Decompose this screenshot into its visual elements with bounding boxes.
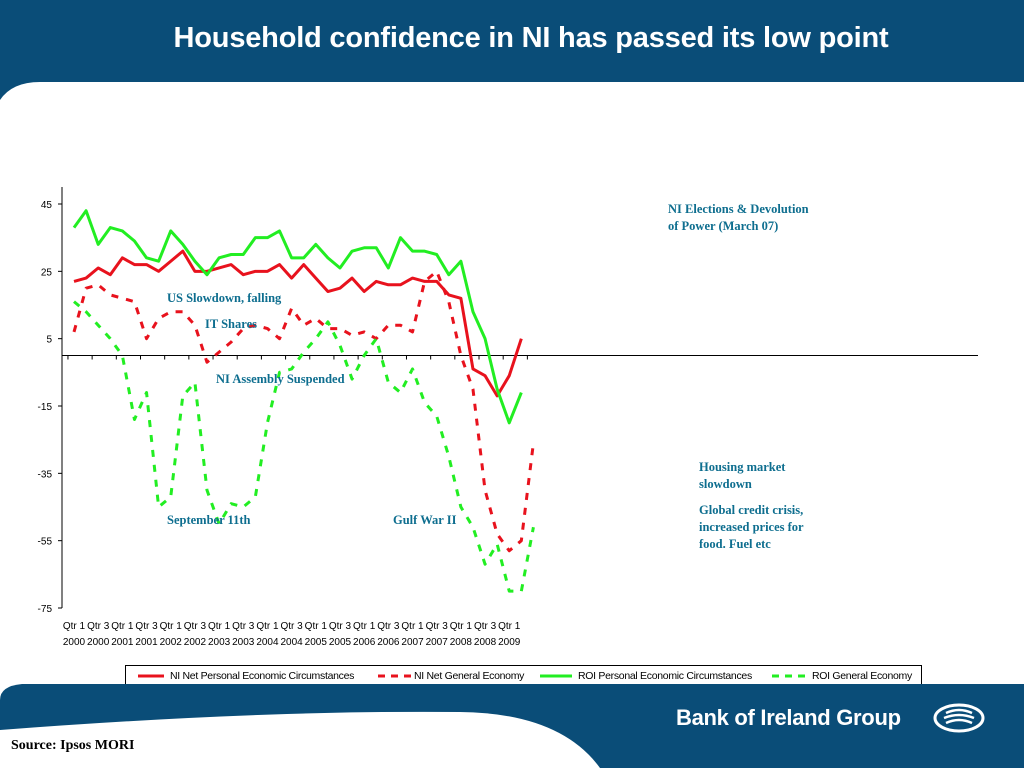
x-tick-label: Qtr 3	[135, 621, 158, 632]
annotation-september-11: September 11th	[167, 512, 250, 529]
x-tick-label: 2003	[208, 637, 231, 648]
y-tick-label: -35	[38, 469, 53, 480]
series-line-3	[73, 300, 535, 593]
x-tick-label: Qtr 1	[160, 621, 183, 632]
source-note: Source: Ipsos MORI	[11, 738, 135, 753]
annotation-line: September 11th	[167, 513, 251, 527]
x-tick-label: 2001	[111, 637, 134, 648]
annotation-line: increased prices for	[699, 520, 804, 534]
x-tick-label: Qtr 3	[184, 621, 207, 632]
x-tick-label: 2002	[160, 637, 183, 648]
x-tick-label: Qtr 3	[232, 621, 255, 632]
y-tick-label: -75	[38, 604, 53, 615]
annotation-gulf-war: Gulf War II	[393, 512, 456, 529]
x-tick-label: 2004	[256, 637, 279, 648]
x-tick-label: 2007	[426, 637, 449, 648]
annotation-credit-crisis: Global credit crisis, increased prices f…	[699, 502, 804, 553]
legend-label: ROI General Economy	[812, 670, 912, 682]
legend-item: NI Net General Economy	[378, 666, 538, 686]
annotation-line: IT Shares	[205, 317, 257, 331]
x-tick-label: Qtr 3	[329, 621, 352, 632]
annotation-line: slowdown	[699, 477, 752, 491]
x-tick-label: 2006	[377, 637, 400, 648]
x-tick-label: 2000	[63, 637, 86, 648]
x-tick-label: Qtr 3	[281, 621, 304, 632]
x-tick-label: Qtr 3	[426, 621, 449, 632]
legend-swatch-solid-green	[540, 674, 572, 678]
annotation-line: NI Elections & Devolution	[668, 202, 809, 216]
x-tick-label: 2000	[87, 637, 110, 648]
annotation-line: Global credit crisis,	[699, 503, 804, 517]
x-tick-label: 2008	[450, 637, 473, 648]
x-tick-label: Qtr 1	[111, 621, 134, 632]
annotation-assembly-suspended: NI Assembly Suspended	[216, 371, 345, 388]
y-tick-label: -55	[38, 537, 53, 548]
brand-name: Bank of Ireland Group	[676, 705, 901, 730]
x-tick-label: 2005	[305, 637, 328, 648]
slide-title: Household confidence in NI has passed it…	[173, 22, 889, 54]
x-tick-label: Qtr 3	[377, 621, 400, 632]
x-tick-label: 2006	[353, 637, 376, 648]
x-tick-label: 2005	[329, 637, 352, 648]
legend-label: NI Net General Economy	[414, 670, 525, 682]
series-line-2	[72, 209, 523, 425]
x-tick-label: Qtr 1	[208, 621, 231, 632]
x-tick-label: Qtr 1	[498, 621, 521, 632]
x-tick-label: 2003	[232, 637, 255, 648]
x-tick-label: 2001	[135, 637, 158, 648]
legend-item: ROI General Economy	[770, 666, 920, 686]
annotation-line: NI Assembly Suspended	[216, 372, 345, 386]
legend-swatch-solid-red	[138, 674, 164, 678]
annotation-it-shares: IT Shares	[205, 316, 257, 333]
y-tick-label: 45	[41, 200, 53, 211]
x-tick-label: Qtr 3	[87, 621, 110, 632]
x-tick-label: 2008	[474, 637, 497, 648]
x-tick-label: 2007	[401, 637, 424, 648]
x-tick-label: Qtr 1	[401, 621, 424, 632]
annotation-line: of Power (March 07)	[668, 219, 779, 233]
legend-swatch-dashed-red	[378, 674, 414, 678]
bank-logo-icon	[933, 703, 985, 733]
x-tick-label: Qtr 1	[256, 621, 279, 632]
legend-swatch-dashed-green	[772, 674, 810, 678]
legend-item: ROI Personal Economic Circumstances	[538, 666, 778, 686]
x-tick-label: Qtr 3	[474, 621, 497, 632]
x-tick-label: 2004	[280, 637, 303, 648]
y-tick-label: -15	[38, 402, 53, 413]
chart-legend: NI Net Personal Economic Circumstances N…	[125, 665, 922, 687]
series-line-1	[72, 269, 535, 553]
legend-label: ROI Personal Economic Circumstances	[578, 670, 752, 682]
legend-item: NI Net Personal Economic Circumstances	[136, 666, 376, 686]
annotation-line: food. Fuel etc	[699, 537, 771, 551]
footer-band	[0, 684, 1024, 768]
x-tick-label: Qtr 1	[63, 621, 86, 632]
legend-label: NI Net Personal Economic Circumstances	[170, 670, 355, 682]
annotation-line: Housing market	[699, 460, 786, 474]
header-band	[0, 0, 1024, 100]
annotation-line: US Slowdown, falling	[167, 291, 282, 305]
x-tick-label: 2009	[498, 637, 521, 648]
annotation-ni-elections: NI Elections & Devolution of Power (Marc…	[668, 201, 809, 235]
annotation-us-slowdown: US Slowdown, falling	[167, 290, 281, 307]
x-tick-label: 2002	[184, 637, 207, 648]
x-tick-label: Qtr 1	[353, 621, 376, 632]
y-tick-label: 25	[41, 267, 53, 278]
y-tick-label: 5	[46, 335, 52, 346]
annotation-line: Gulf War II	[393, 513, 457, 527]
annotation-housing: Housing market slowdown	[699, 459, 785, 493]
x-tick-label: Qtr 1	[450, 621, 473, 632]
x-tick-label: Qtr 1	[305, 621, 328, 632]
